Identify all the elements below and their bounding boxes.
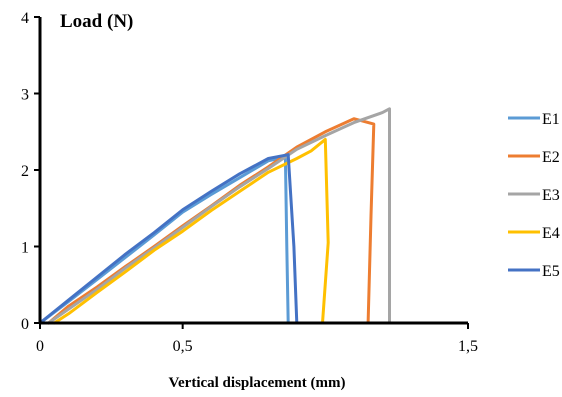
legend-label-e3: E3 xyxy=(542,187,560,204)
ticks: 0 1 2 3 4 0 0,5 1,5 xyxy=(21,10,478,355)
series-line-e5 xyxy=(38,153,299,325)
x-axis-title: Vertical displacement (mm) xyxy=(169,375,346,391)
legend: E1 E2 E3 E4 E5 xyxy=(508,111,560,280)
y-axis-title: Load (N) xyxy=(60,11,133,32)
x-tick-label: 1,5 xyxy=(458,338,478,355)
x-tick-label: 0,5 xyxy=(173,338,193,355)
legend-label-e5: E5 xyxy=(542,263,560,280)
y-tick-label: 0 xyxy=(21,316,29,333)
y-tick-label: 2 xyxy=(21,163,29,180)
x-tick-label: 0 xyxy=(36,338,44,355)
series-line-e3 xyxy=(47,107,391,325)
legend-label-e2: E2 xyxy=(542,149,560,166)
legend-label-e1: E1 xyxy=(542,111,560,128)
y-tick-label: 4 xyxy=(21,10,29,27)
series-line-e1 xyxy=(38,155,290,325)
y-tick-label: 3 xyxy=(21,87,29,104)
series-line-e4 xyxy=(52,137,330,325)
plot-series xyxy=(38,107,391,325)
y-tick-label: 1 xyxy=(21,240,29,257)
legend-label-e4: E4 xyxy=(542,225,560,242)
